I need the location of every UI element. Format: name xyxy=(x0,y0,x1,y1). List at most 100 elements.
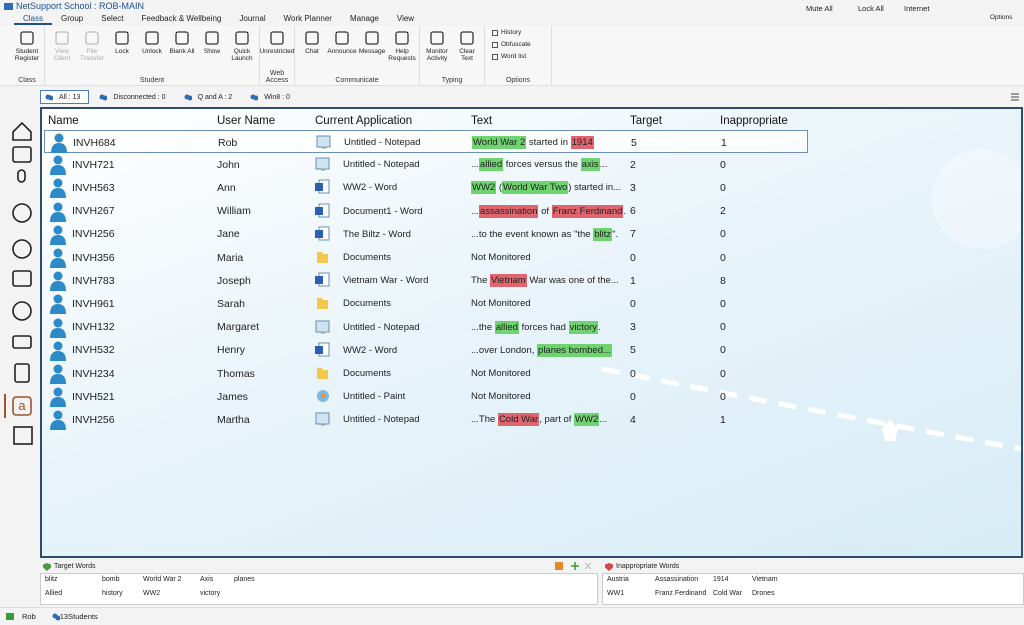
group-tab[interactable]: All : 13 xyxy=(40,90,90,104)
ribbon-button[interactable]: Quick Launch xyxy=(228,26,256,74)
ribbon-button[interactable]: Blank All xyxy=(168,26,196,74)
student-row[interactable]: INVH356 Maria Documents Not Monitored 0 0 xyxy=(44,246,808,269)
typing-icon[interactable] xyxy=(12,396,32,416)
image-icon[interactable] xyxy=(13,426,33,445)
target-word: allied xyxy=(494,320,519,334)
window-control[interactable]: Mute All xyxy=(806,4,833,13)
target-count: 3 xyxy=(630,181,636,194)
ribbon-button[interactable]: Lock xyxy=(108,26,136,74)
menu-tab[interactable]: Select xyxy=(101,14,124,23)
ribbon-button[interactable]: Help Requests xyxy=(388,26,416,74)
student-row[interactable]: INVH532 Henry WW2 - Word ...over London, pl… xyxy=(44,339,808,362)
ribbon-button[interactable]: Student Register xyxy=(13,26,41,74)
student-icon xyxy=(51,133,67,153)
target-word: planes bombed... xyxy=(537,343,612,357)
student-icon xyxy=(50,248,66,268)
menu-icon[interactable] xyxy=(1010,92,1020,102)
ribbon-icon xyxy=(20,31,34,45)
target-count: 3 xyxy=(630,321,636,334)
option[interactable]: Obfuscate xyxy=(492,41,544,48)
word: victory xyxy=(200,589,221,597)
window-control[interactable]: Internet xyxy=(904,4,930,13)
word-tools[interactable] xyxy=(555,562,595,571)
ribbon-button[interactable]: Announce xyxy=(327,26,357,74)
app-icon xyxy=(315,320,330,334)
ribbon-button[interactable]: Clear Text xyxy=(453,26,481,74)
screen-icon[interactable] xyxy=(12,146,32,163)
student-row[interactable]: INVH961 Sarah Documents Not Monitored 0 0 xyxy=(44,292,808,315)
ribbon-button[interactable]: View Client xyxy=(48,26,76,74)
web-icon[interactable] xyxy=(12,239,32,259)
device-icon[interactable] xyxy=(14,363,30,383)
student-name: INVH721 xyxy=(72,158,115,171)
student-row[interactable]: INVH721 John Untitled - Notepad... allied f… xyxy=(44,153,808,176)
menu-tab[interactable]: Work Planner xyxy=(283,14,332,23)
student-name: INVH532 xyxy=(72,344,115,357)
audio-icon[interactable] xyxy=(17,169,26,183)
app-icon xyxy=(315,272,330,287)
student-row[interactable]: INVH256 Martha Untitled - Notepad ...The Co… xyxy=(44,408,808,431)
shield-icon xyxy=(605,562,613,571)
menu-tab[interactable]: Manage xyxy=(349,14,379,23)
inappropriate-word: 1914 xyxy=(570,136,594,149)
ribbon-button[interactable]: Unlock xyxy=(138,26,166,74)
group-tab[interactable]: Disconnected : 0 xyxy=(95,90,173,104)
print-icon[interactable] xyxy=(12,335,32,349)
column-header[interactable]: Inappropriate xyxy=(720,114,788,127)
column-header[interactable]: Target xyxy=(630,114,662,127)
student-row[interactable]: INVH783 Joseph Vietnam War - Word The Vietn… xyxy=(44,269,808,292)
group-tab[interactable]: Q and A : 2 xyxy=(180,90,241,104)
ribbon-icon xyxy=(365,31,379,45)
ribbon-button[interactable]: Message xyxy=(358,26,386,74)
target-word: WW2 xyxy=(471,181,497,195)
user-name: Sarah xyxy=(217,297,246,310)
window-control[interactable]: Lock All xyxy=(858,4,884,13)
ribbon-button[interactable]: Unrestricted xyxy=(259,26,295,74)
target-word: WW2 xyxy=(574,413,600,427)
ribbon-icon xyxy=(175,31,189,45)
column-header[interactable]: Text xyxy=(471,114,493,127)
student-row[interactable]: INVH256 Jane The Biltz - Word ...to the eve… xyxy=(44,223,808,246)
menu-tab[interactable]: Journal xyxy=(239,14,266,23)
student-row[interactable]: INVH132 Margaret Untitled - Notepad ...the … xyxy=(44,316,808,339)
ribbon-button[interactable]: Monitor Activity xyxy=(423,26,451,74)
user-name: Margaret xyxy=(217,321,260,334)
group-tab[interactable]: Win8 : 0 xyxy=(246,90,298,104)
window-control[interactable]: Options xyxy=(990,14,1013,21)
word: Vietnam xyxy=(752,576,778,583)
apps-icon[interactable] xyxy=(12,270,32,287)
column-header[interactable]: Name xyxy=(48,114,79,127)
app-icon xyxy=(315,226,330,241)
student-name: INVH356 xyxy=(72,251,115,264)
student-row[interactable]: INVH234 Thomas Documents Not Monitored 0 0 xyxy=(44,362,808,385)
menu-tab[interactable]: Feedback & Wellbeing xyxy=(141,14,222,23)
ribbon-button[interactable]: File Transfer xyxy=(78,26,106,74)
ribbon-button[interactable]: Show xyxy=(198,26,226,74)
student-row[interactable]: INVH684 Rob Untitled - Notepad World War 2 … xyxy=(44,130,808,153)
menu-tab[interactable]: View xyxy=(396,14,415,23)
column-header[interactable]: User Name xyxy=(217,114,276,127)
text-segment: of xyxy=(538,205,552,217)
student-icon xyxy=(50,294,66,315)
ribbon-button[interactable]: Chat xyxy=(298,26,326,74)
menu-tab[interactable]: Class xyxy=(14,13,53,25)
ribbon-label: Clear Text xyxy=(459,48,475,62)
student-row[interactable]: INVH563 Ann WW2 - Word WW2 (World War Two) … xyxy=(44,176,808,199)
typed-text: World War 2 started in 1914 xyxy=(472,131,594,154)
home-icon[interactable] xyxy=(12,121,32,141)
student-row[interactable]: INVH521 James Untitled - Paint Not Monitore… xyxy=(44,385,808,408)
ribbon-icon xyxy=(335,31,349,45)
title-bar: NetSupport School : ROB-MAIN Mute All Loc… xyxy=(0,0,1024,21)
clock-icon[interactable] xyxy=(12,301,32,321)
menu-tab[interactable]: Group xyxy=(61,14,84,23)
target-count: 5 xyxy=(631,136,637,149)
question-icon[interactable] xyxy=(12,203,32,223)
option[interactable]: Word list xyxy=(492,53,544,60)
typed-text: ... allied forces versus the axis... xyxy=(471,153,608,176)
column-header[interactable]: Current Application xyxy=(315,114,413,127)
option[interactable]: History xyxy=(492,29,544,36)
target-count: 4 xyxy=(630,413,636,426)
student-row[interactable]: INVH267 William Document1 - Word... assassi… xyxy=(44,200,808,223)
ribbon-items: Unrestricted xyxy=(259,26,295,74)
